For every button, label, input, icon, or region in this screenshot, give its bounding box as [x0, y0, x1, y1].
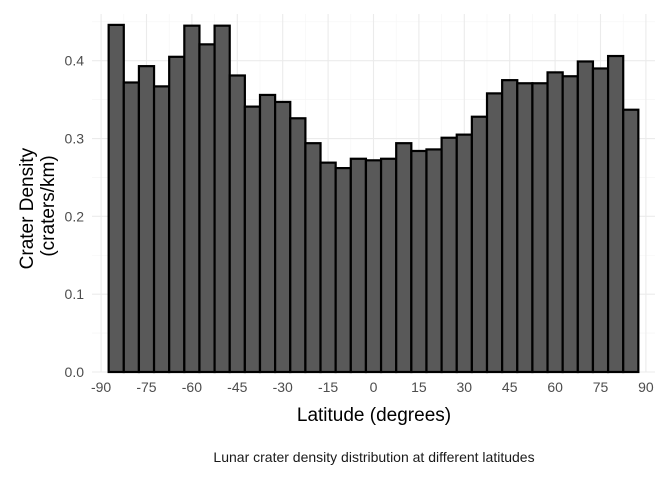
y-tick-label: 0.1 — [65, 286, 85, 302]
x-axis-title: Latitude (degrees) — [297, 405, 451, 426]
x-tick-label: -60 — [182, 379, 202, 395]
histogram-bar — [546, 71, 564, 374]
histogram-bar — [516, 82, 534, 374]
y-axis-title-line-2: (craters/km) — [38, 155, 59, 256]
histogram-bar — [274, 100, 292, 374]
x-tick-label: 60 — [547, 379, 563, 395]
histogram-bar — [152, 85, 171, 374]
y-axis-title: Crater Density (craters/km) — [17, 143, 59, 270]
histogram-bar — [425, 148, 443, 374]
x-tick-label: 45 — [502, 379, 518, 395]
histogram-bar — [622, 108, 640, 374]
histogram-bar — [591, 67, 610, 374]
x-axis-tick-labels: -90 -75 -60 -45 -30 -15 0 15 30 45 60 75 90 — [91, 379, 654, 395]
x-tick-label: -30 — [273, 379, 293, 395]
x-tick-label: 30 — [457, 379, 473, 395]
histogram-bar — [349, 157, 368, 374]
histogram-bar — [485, 92, 504, 374]
histogram-bar — [455, 133, 473, 374]
histogram-bar — [379, 157, 398, 374]
histogram-bar — [470, 115, 489, 374]
histogram-bar — [168, 55, 186, 374]
y-tick-label: 0.0 — [65, 364, 85, 380]
histogram-bar — [289, 117, 307, 374]
x-tick-label: -75 — [136, 379, 156, 395]
x-tick-label: 15 — [411, 379, 427, 395]
x-tick-label: 0 — [370, 379, 378, 395]
histogram-bar — [501, 79, 519, 374]
y-tick-label: 0.2 — [65, 208, 85, 224]
y-tick-label: 0.3 — [65, 131, 85, 147]
histogram-bar — [561, 75, 579, 374]
histogram-bar — [319, 161, 337, 374]
histogram-bar — [395, 142, 413, 374]
histogram-bar — [364, 159, 383, 374]
y-axis-title-line-1: Crater Density — [17, 147, 38, 269]
histogram-bar — [107, 23, 125, 374]
x-tick-label: 90 — [638, 379, 654, 395]
bars-group — [107, 23, 640, 374]
histogram-bar — [440, 136, 458, 374]
x-tick-label: -15 — [318, 379, 338, 395]
x-tick-label: -90 — [91, 379, 111, 395]
histogram-bar — [183, 24, 201, 374]
histogram-bar — [334, 166, 352, 374]
x-tick-label: -45 — [227, 379, 247, 395]
histogram-bar — [576, 60, 595, 374]
histogram-bar — [606, 54, 625, 374]
histogram-bar — [243, 105, 262, 374]
histogram-bar — [198, 43, 216, 374]
histogram-bar — [122, 81, 141, 374]
histogram-bar — [258, 93, 277, 374]
histogram-bar — [410, 149, 428, 374]
histogram-bar — [213, 24, 231, 374]
histogram-bar — [304, 142, 322, 374]
chart-caption: Lunar crater density distribution at dif… — [213, 449, 534, 465]
histogram-bar — [137, 65, 156, 374]
y-tick-label: 0.4 — [65, 53, 85, 69]
x-tick-label: 75 — [593, 379, 609, 395]
histogram-bar — [228, 74, 246, 374]
y-axis-tick-labels: 0.0 0.1 0.2 0.3 0.4 — [65, 53, 85, 380]
histogram-bar — [531, 82, 549, 374]
